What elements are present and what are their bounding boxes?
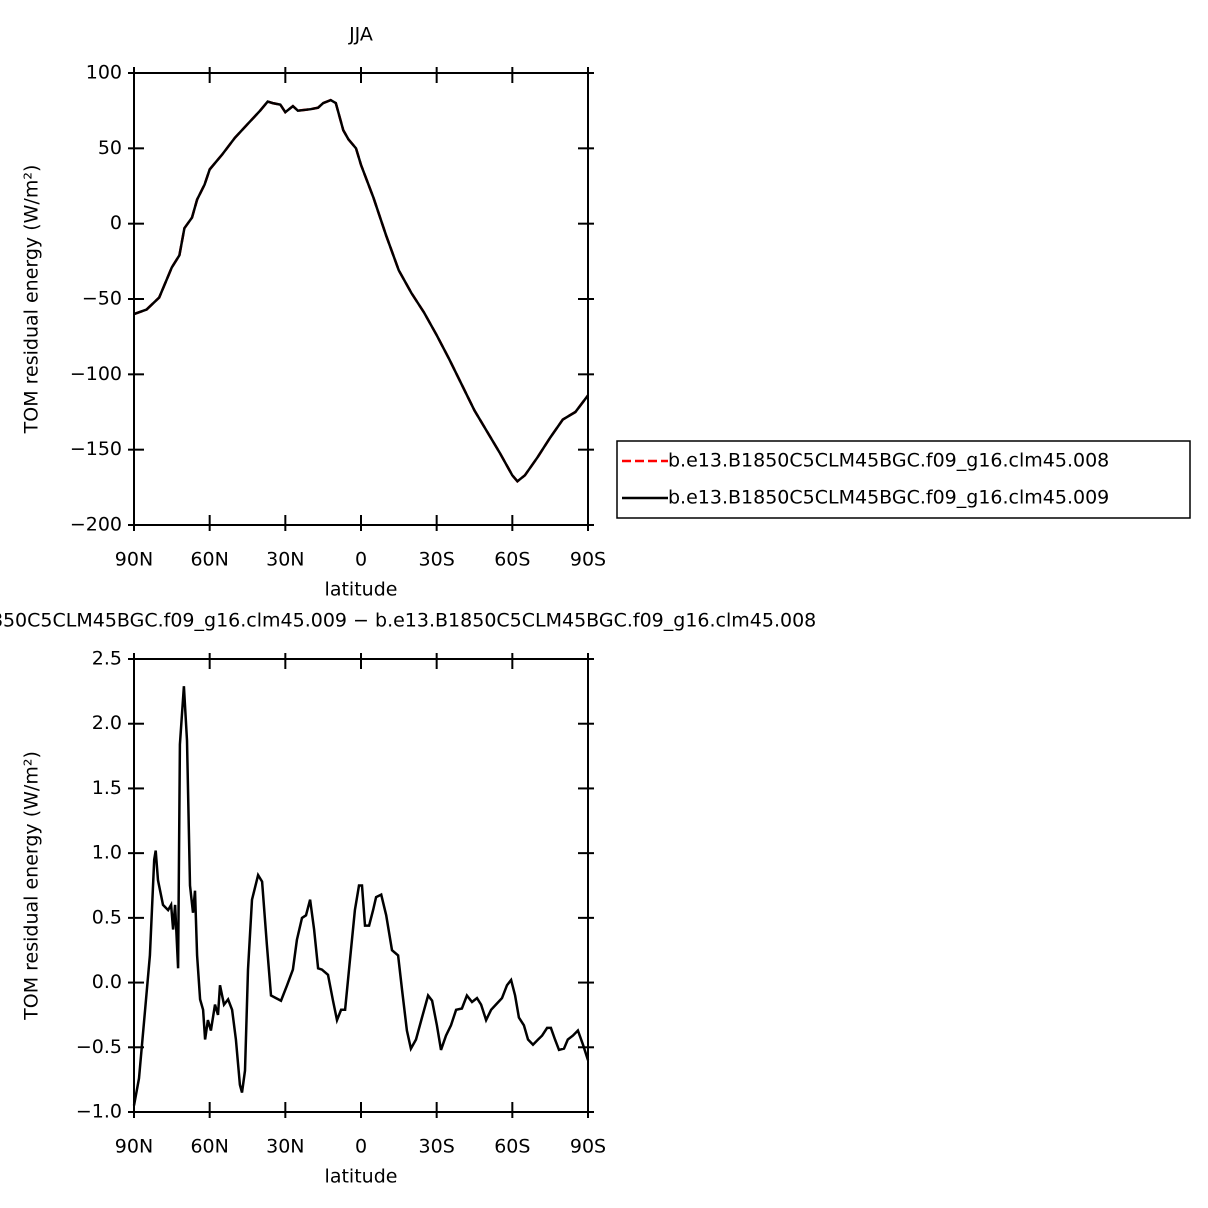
y-tick-label: −200 xyxy=(70,514,122,536)
y-tick-label: 100 xyxy=(86,62,122,84)
series-line xyxy=(133,98,589,484)
legend-label: b.e13.B1850C5CLM45BGC.f09_g16.clm45.008 xyxy=(668,450,1109,472)
series-line xyxy=(132,686,590,1106)
x-tick-label: 90N xyxy=(115,549,153,571)
y-tick-label: −0.5 xyxy=(76,1036,122,1058)
x-tick-label: 30S xyxy=(419,1136,455,1158)
y-tick-label: 0 xyxy=(110,212,122,234)
y-tick-label: 50 xyxy=(98,137,122,159)
x-tick-label: 30S xyxy=(419,549,455,571)
y-axis-label: TOM residual energy (W/m²) xyxy=(21,751,43,1021)
x-tick-label: 90S xyxy=(570,1136,606,1158)
y-tick-label: 1.5 xyxy=(92,777,122,799)
y-tick-label: −50 xyxy=(82,288,122,310)
x-tick-label: 60N xyxy=(190,549,228,571)
y-tick-label: −150 xyxy=(70,438,122,460)
x-tick-label: 0 xyxy=(355,549,367,571)
y-tick-label: 2.5 xyxy=(92,648,122,670)
legend-label: b.e13.B1850C5CLM45BGC.f09_g16.clm45.009 xyxy=(668,487,1109,509)
x-axis-label: latitude xyxy=(325,579,398,601)
x-tick-label: 30N xyxy=(266,549,304,571)
x-tick-label: 30N xyxy=(266,1136,304,1158)
plot-frame xyxy=(133,72,589,526)
chart-title: b.e13.B1850C5CLM45BGC.f09_g16.clm45.009 … xyxy=(0,610,816,632)
legend-box xyxy=(616,440,1191,519)
y-axis-label: TOM residual energy (W/m²) xyxy=(21,165,43,435)
y-tick-label: 0.0 xyxy=(92,971,122,993)
y-tick-label: −1.0 xyxy=(76,1101,122,1123)
x-tick-label: 60S xyxy=(494,549,530,571)
chart-title: JJA xyxy=(348,24,373,46)
x-tick-label: 90N xyxy=(115,1136,153,1158)
x-tick-label: 60S xyxy=(494,1136,530,1158)
x-tick-label: 0 xyxy=(355,1136,367,1158)
series-line xyxy=(133,98,589,484)
y-tick-label: 0.5 xyxy=(92,906,122,928)
y-tick-label: 1.0 xyxy=(92,842,122,864)
plot-frame xyxy=(133,658,589,1113)
x-axis-label: latitude xyxy=(325,1166,398,1188)
x-tick-label: 60N xyxy=(190,1136,228,1158)
x-tick-label: 90S xyxy=(570,549,606,571)
y-tick-label: −100 xyxy=(70,363,122,385)
y-tick-label: 2.0 xyxy=(92,712,122,734)
